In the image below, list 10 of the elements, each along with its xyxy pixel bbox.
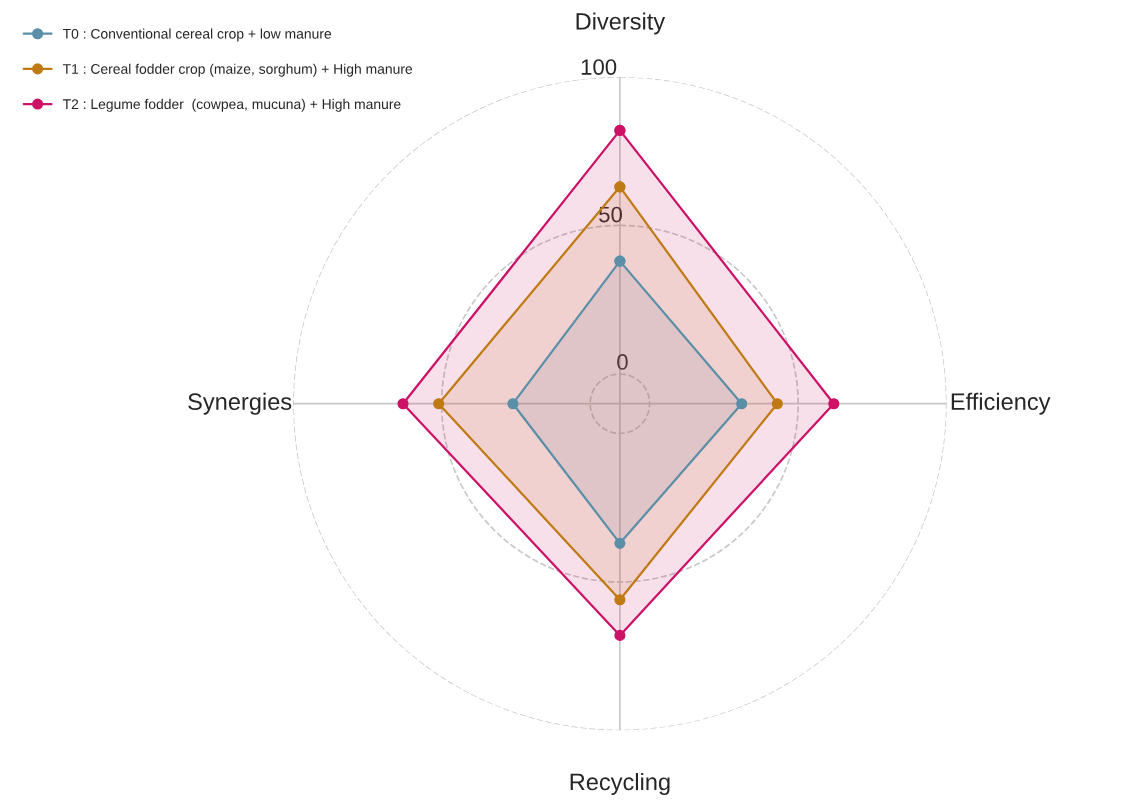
spoke-label: Synergies xyxy=(188,392,292,415)
spoke-label: Diversity xyxy=(576,12,666,35)
y-tick-label: 50 xyxy=(599,206,623,223)
y-tick-label: 0 xyxy=(617,354,628,370)
legend-label: T1 : Cereal fodder crop (maize, sorghum) + High manure xyxy=(62,63,413,77)
legend-label: T2 : Legume fodder (cowpea, mucuna) + High manure xyxy=(62,98,401,112)
legend-label: T0 : Conventional cereal crop + low manure xyxy=(62,28,332,42)
spoke-label: Efficiency xyxy=(951,392,1051,415)
spoke-label: Recycling xyxy=(570,772,670,795)
y-tick-label: 100 xyxy=(581,59,617,75)
